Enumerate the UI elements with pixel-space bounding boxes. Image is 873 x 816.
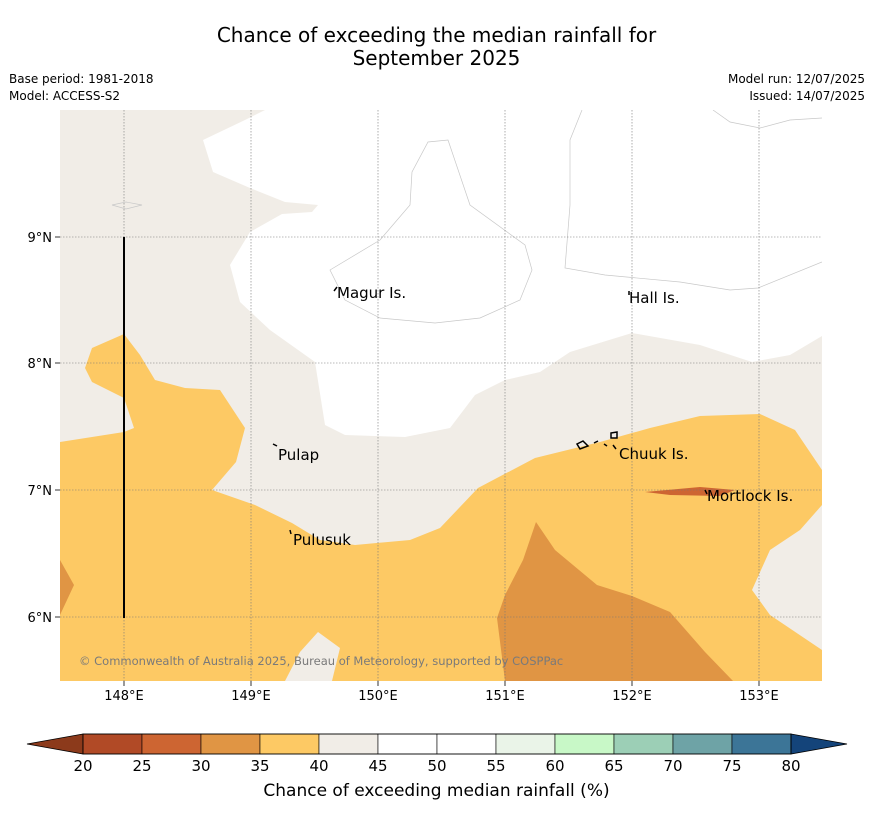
colorbar-tick-label: 45	[368, 757, 387, 775]
colorbar-tick-label: 35	[250, 757, 269, 775]
contour-25-30	[645, 487, 735, 496]
colorbar-tick-label: 60	[545, 757, 564, 775]
lat-label-8n: 8°N	[28, 357, 53, 372]
contour-30-35-west	[60, 560, 74, 615]
model-text: Model: ACCESS-S2	[9, 89, 121, 103]
place-label-pulusuk: Pulusuk	[293, 531, 351, 549]
colorbar-tick-label: 30	[191, 757, 210, 775]
place-label-mortlock: Mortlock Is.	[707, 487, 793, 505]
base-period-text: Base period: 1981-2018	[9, 72, 154, 86]
colorbar-bin	[259, 733, 320, 755]
colorbar-tick-label: 80	[781, 757, 800, 775]
colorbar-bin	[731, 733, 792, 755]
lon-label-151e: 151°E	[485, 689, 525, 704]
map-title-line-2: September 2025	[352, 46, 521, 70]
colorbar-bin	[495, 733, 556, 755]
magur-island-marker	[333, 286, 338, 292]
colorbar-bins	[82, 733, 792, 755]
colorbar-bin	[318, 733, 379, 755]
pulap-island-marker	[272, 443, 278, 447]
lat-label-7n: 7°N	[28, 484, 53, 499]
colorbar-tick-label: 20	[73, 757, 92, 775]
issued-text: Issued: 14/07/2025	[749, 89, 865, 103]
colorbar-bin	[200, 733, 261, 755]
place-label-hall: Hall Is.	[629, 289, 680, 307]
colorbar-under-arrow	[26, 733, 84, 755]
lat-label-6n: 6°N	[28, 611, 53, 626]
contour-lines	[111, 110, 822, 324]
colorbar-bin	[377, 733, 438, 755]
map-title-line-1: Chance of exceeding the median rainfall …	[216, 23, 657, 47]
model-run-text: Model run: 12/07/2025	[727, 72, 865, 86]
colorbar-tick-label: 75	[722, 757, 741, 775]
lon-label-149e: 149°E	[231, 689, 271, 704]
lat-label-9n: 9°N	[28, 231, 53, 246]
contour-30-35	[497, 522, 733, 681]
lon-label-150e: 150°E	[358, 689, 398, 704]
map-plot-area: Magur Is. Hall Is. Pulap Chuuk Is. Mortl…	[60, 110, 822, 681]
colorbar-tick-label: 65	[604, 757, 623, 775]
lon-label-153e: 153°E	[739, 689, 779, 704]
colorbar-bin	[82, 733, 143, 755]
metadata-right: Model run: 12/07/2025 Issued: 14/07/2025	[728, 71, 865, 105]
colorbar-bin	[613, 733, 674, 755]
lon-label-148e: 148°E	[104, 689, 144, 704]
colorbar-label: Chance of exceeding median rainfall (%)	[263, 781, 610, 801]
contour-40-45-north	[60, 110, 265, 135]
mortlock-island-marker	[704, 489, 708, 495]
colorbar-tick-label: 70	[663, 757, 682, 775]
place-label-magur: Magur Is.	[337, 284, 406, 302]
pulusuk-island-marker	[289, 529, 292, 535]
colorbar-bin	[436, 733, 497, 755]
contour-35-40	[60, 334, 822, 681]
colorbar-tick-label: 55	[486, 757, 505, 775]
copyright-text: © Commonwealth of Australia 2025, Bureau…	[79, 654, 563, 668]
colorbar: 20 25 30 35 40 45 50 55 60 65 70 75 80	[26, 733, 848, 775]
colorbar-tick-label: 25	[132, 757, 151, 775]
colorbar-tick-label: 40	[309, 757, 328, 775]
island-markers	[272, 286, 708, 535]
chuuk-island-markers	[575, 431, 618, 450]
place-label-chuuk: Chuuk Is.	[619, 445, 688, 463]
colorbar-bin	[554, 733, 615, 755]
metadata-left: Base period: 1981-2018 Model: ACCESS-S2	[9, 71, 154, 105]
colorbar-bin	[672, 733, 733, 755]
colorbar-bin	[141, 733, 202, 755]
place-label-pulap: Pulap	[278, 446, 319, 464]
colorbar-tick-label: 50	[427, 757, 446, 775]
colorbar-over-arrow	[790, 733, 848, 755]
lon-label-152e: 152°E	[612, 689, 652, 704]
